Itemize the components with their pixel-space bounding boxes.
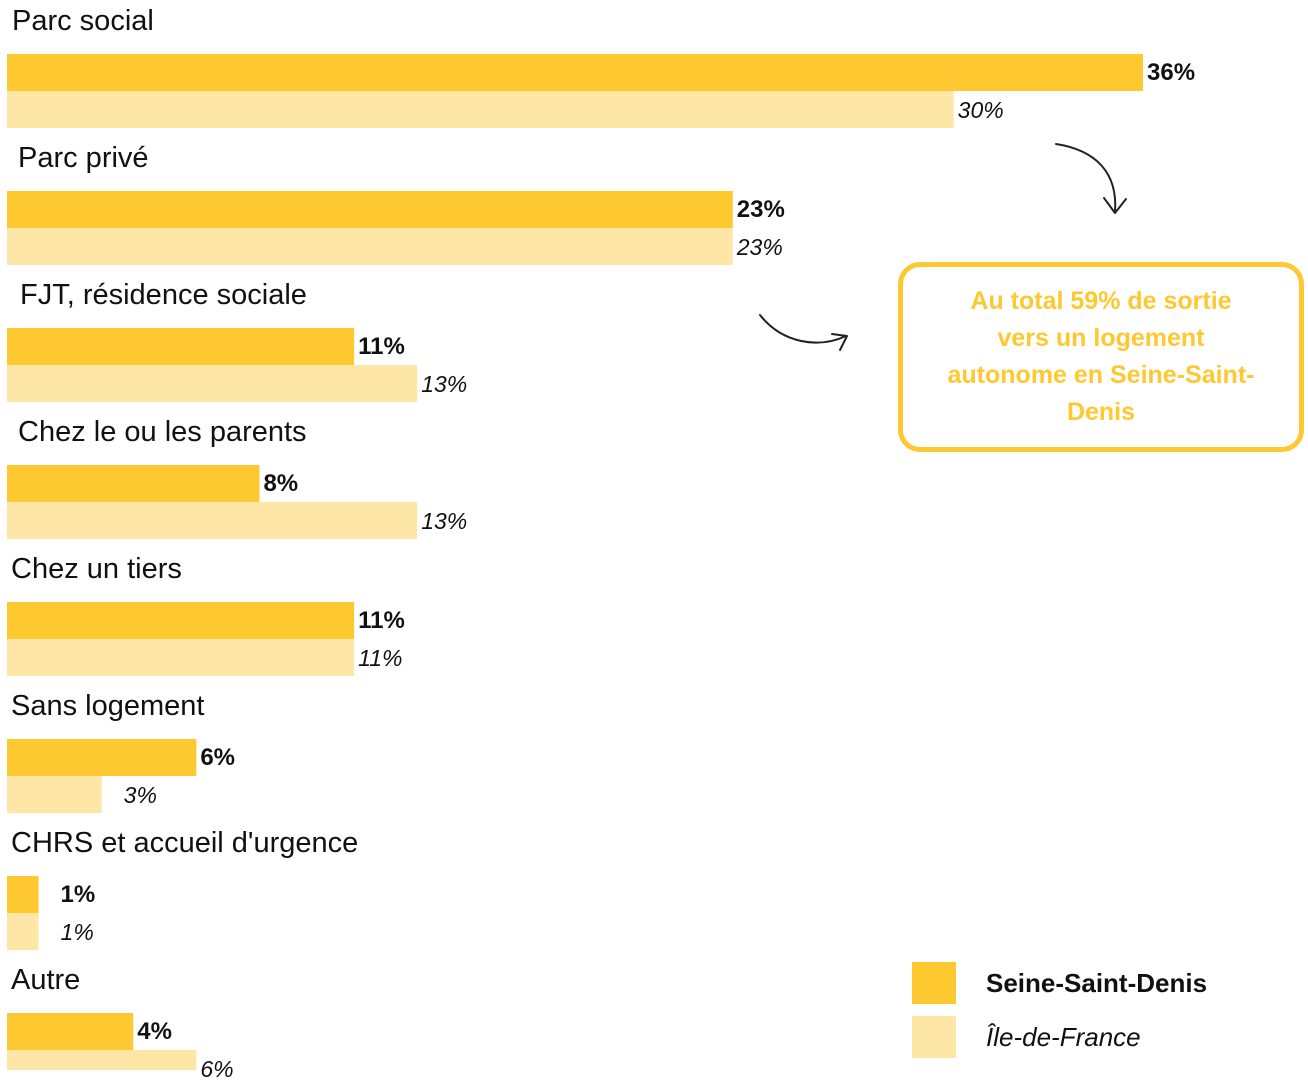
callout-text: Au total 59% de sortie vers un logement … xyxy=(947,287,1255,426)
data-label-primary: 8% xyxy=(263,470,299,497)
bar-secondary xyxy=(7,365,418,402)
legend-swatch-primary xyxy=(912,962,956,1004)
legend-swatch-secondary xyxy=(912,1016,956,1058)
category-label: Chez le ou les parents xyxy=(18,416,307,448)
bar-secondary xyxy=(7,1050,197,1070)
data-label-secondary: 23% xyxy=(736,234,783,260)
curved-arrow-top xyxy=(1055,143,1117,213)
data-label-primary: 11% xyxy=(358,333,405,360)
bar-primary xyxy=(7,876,39,913)
bar-secondary xyxy=(7,91,954,128)
bar-secondary xyxy=(7,639,355,676)
bar-secondary xyxy=(7,502,418,539)
bar-primary xyxy=(7,465,260,502)
legend-label-secondary: Île-de-France xyxy=(986,1022,1141,1052)
data-label-primary: 4% xyxy=(137,1018,172,1045)
data-label-primary: 1% xyxy=(60,881,96,908)
callout-box: Au total 59% de sortie vers un logement … xyxy=(898,262,1304,452)
curved-arrow-top-head xyxy=(1103,197,1127,214)
data-label-secondary: 1% xyxy=(60,919,94,945)
category-label: CHRS et accueil d'urgence xyxy=(11,827,359,859)
bar-secondary xyxy=(7,228,733,265)
data-label-primary: 11% xyxy=(358,607,405,634)
category-label: Parc privé xyxy=(18,142,149,174)
bar-secondary xyxy=(7,776,102,813)
category-label: Sans logement xyxy=(11,690,205,722)
bar-primary xyxy=(7,191,733,228)
category-label: Autre xyxy=(11,964,81,996)
curved-arrow-left-head xyxy=(831,333,848,351)
bar-primary xyxy=(7,54,1143,91)
data-label-primary: 6% xyxy=(200,744,236,771)
legend-label-primary: Seine-Saint-Denis xyxy=(986,968,1208,998)
data-label-secondary: 13% xyxy=(421,371,468,397)
bar-primary xyxy=(7,1013,134,1050)
data-label-primary: 36% xyxy=(1147,59,1196,86)
bar-primary xyxy=(7,328,355,365)
data-label-secondary: 3% xyxy=(123,782,157,808)
data-label-secondary: 13% xyxy=(421,508,468,534)
category-label: FJT, résidence sociale xyxy=(20,279,307,311)
data-label-primary: 23% xyxy=(736,196,785,223)
bar-primary xyxy=(7,739,197,776)
bar-secondary xyxy=(7,913,39,950)
bar-primary xyxy=(7,602,355,639)
data-label-secondary: 30% xyxy=(957,97,1004,123)
category-label: Parc social xyxy=(12,5,154,37)
data-label-secondary: 11% xyxy=(358,645,403,671)
category-label: Chez un tiers xyxy=(11,553,182,585)
data-label-secondary: 6% xyxy=(200,1056,234,1082)
curved-arrow-left xyxy=(759,314,847,344)
